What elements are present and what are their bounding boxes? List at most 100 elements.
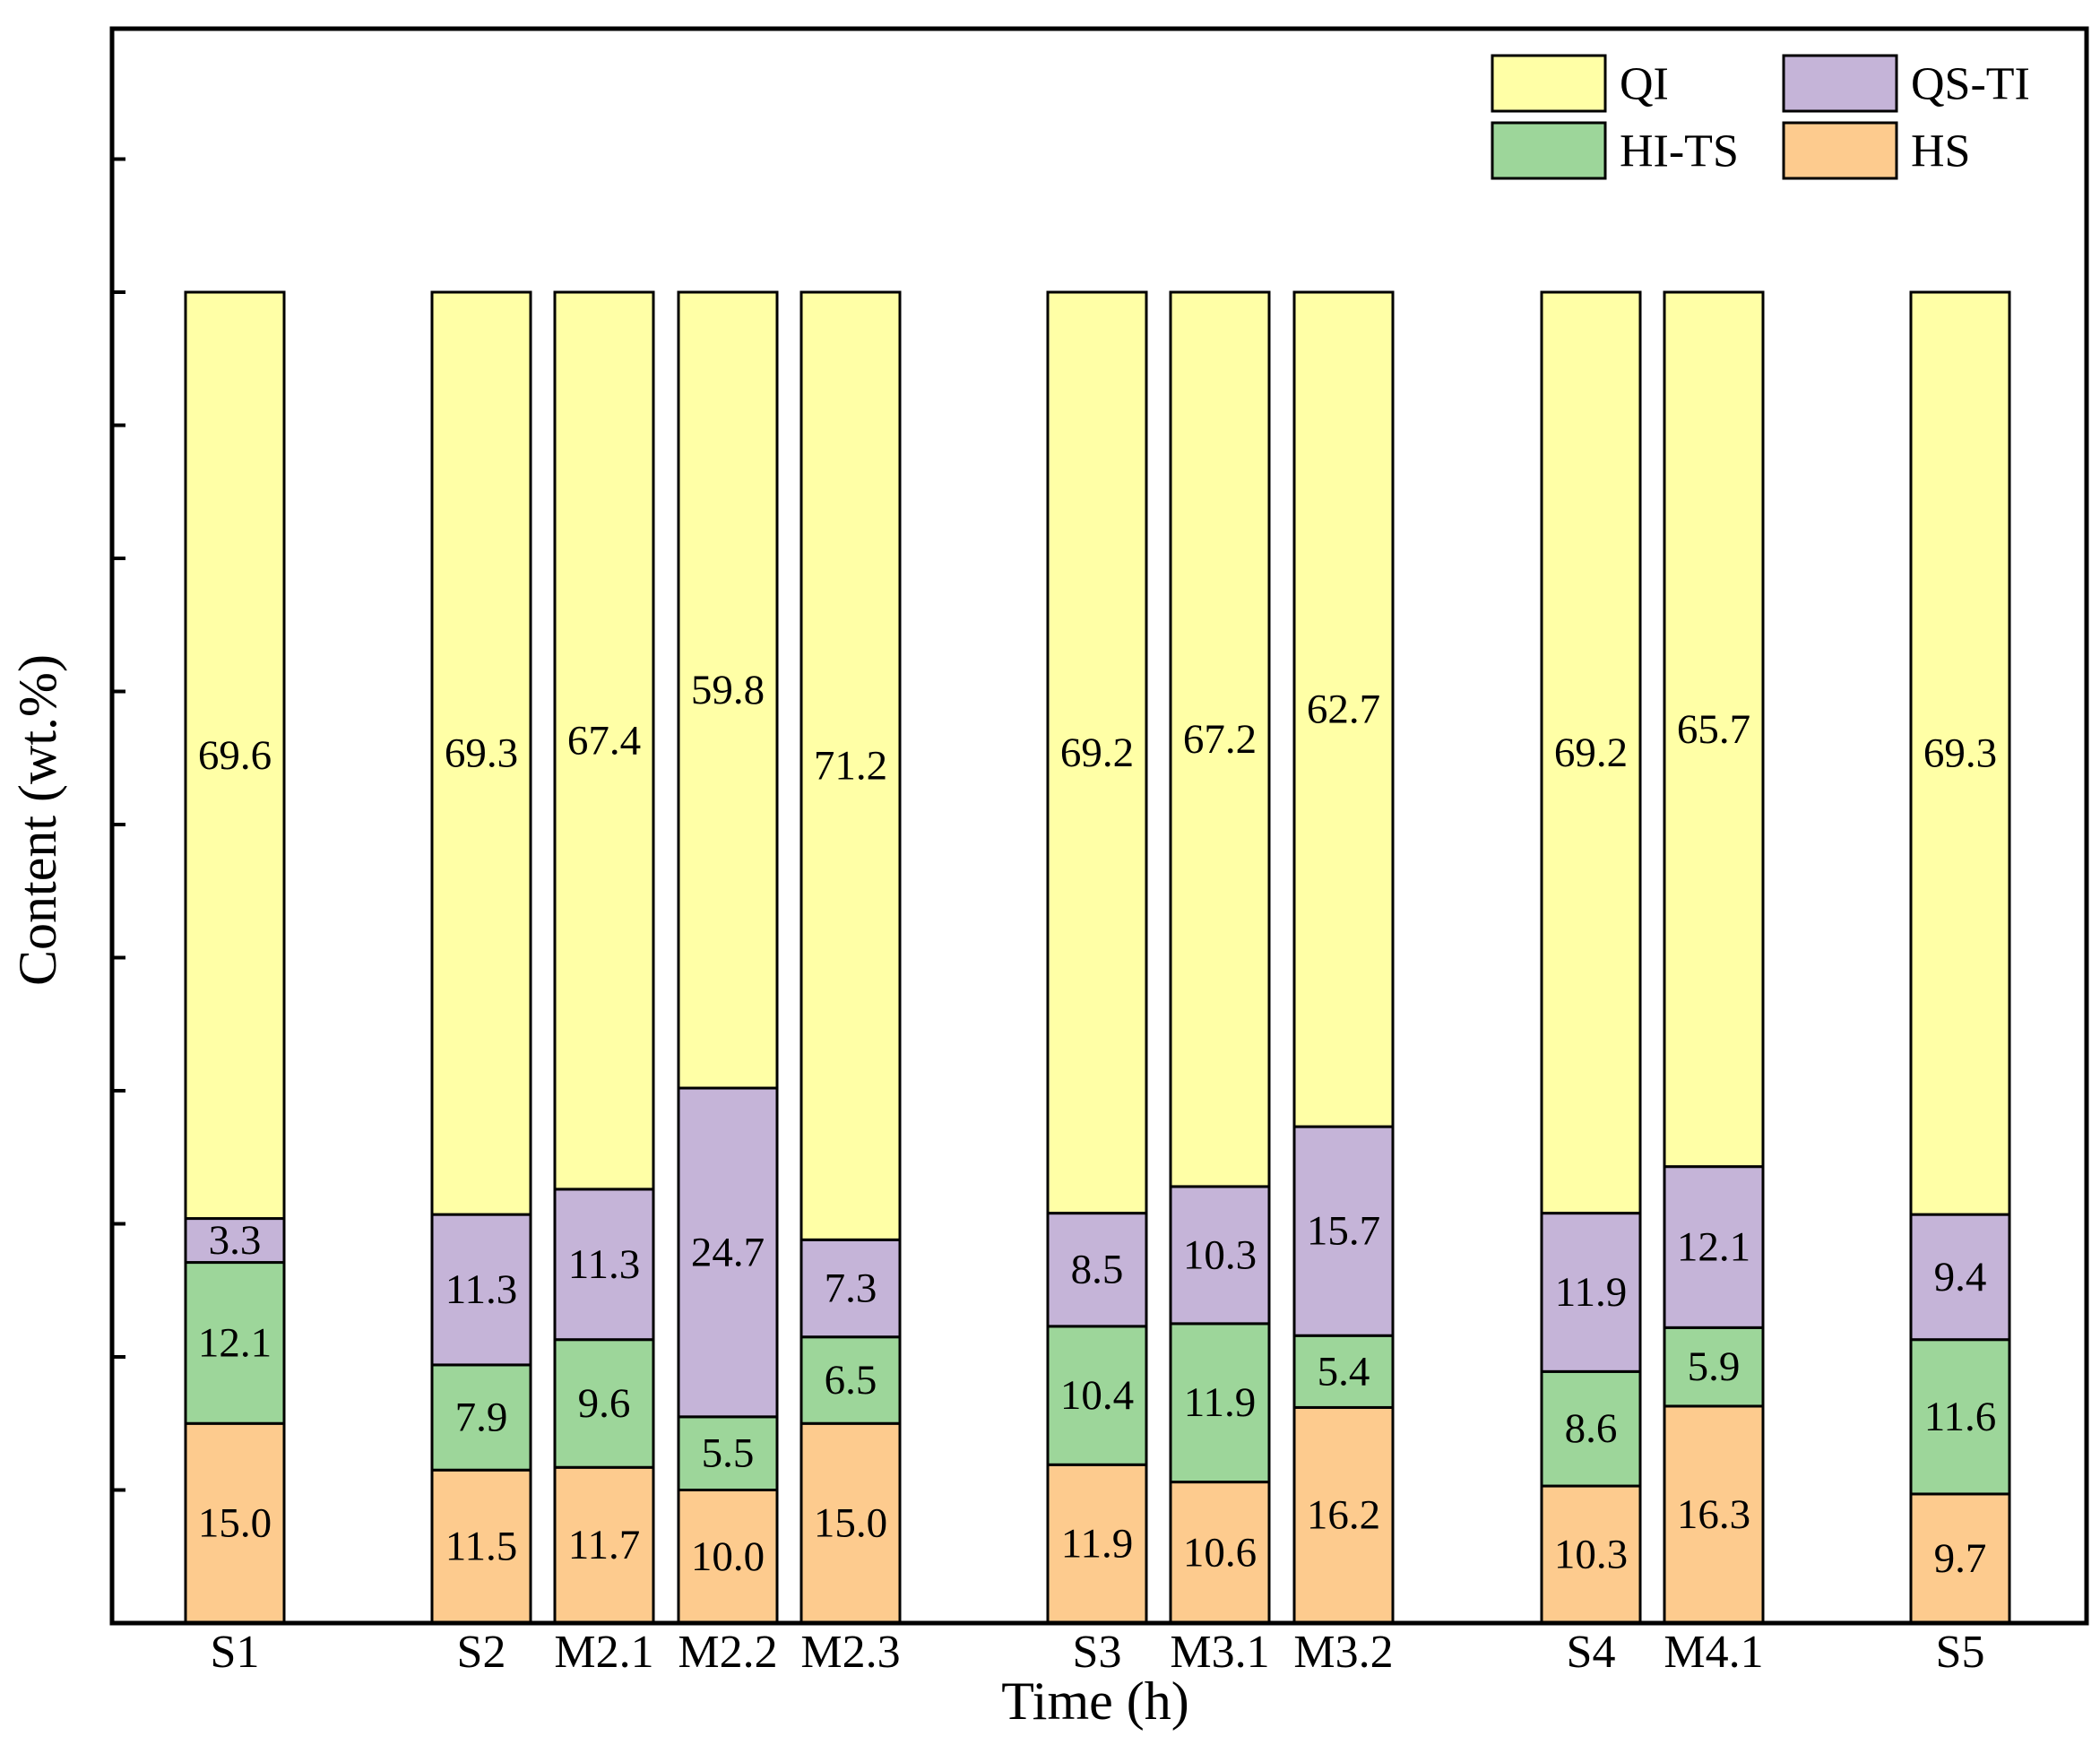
bar-m4-1-qi (1663, 290, 1765, 1169)
bar-s3-qs-ti (1046, 1212, 1148, 1328)
data-label-m2-2-qs-ti: 24.7 (691, 1229, 765, 1275)
data-label-s5-qs-ti: 9.4 (1934, 1254, 1987, 1300)
data-label-m3-2-qi: 62.7 (1307, 687, 1380, 733)
legend-swatch-hs (1782, 121, 1898, 180)
data-label-s1-hi-ts: 12.1 (198, 1319, 272, 1366)
x-tick-label-m4-1: M4.1 (1664, 1627, 1763, 1678)
data-label-m2-2-hi-ts: 5.5 (702, 1430, 755, 1477)
data-label-m4-1-qs-ti: 12.1 (1677, 1223, 1750, 1270)
x-tick-label-m3-1: M3.1 (1170, 1627, 1269, 1678)
bar-s1-hi-ts (184, 1261, 286, 1425)
x-axis-title: Time (h) (1001, 1671, 1188, 1731)
bar-s4-hi-ts (1540, 1369, 1642, 1488)
bar-m2-2-qi (677, 290, 779, 1090)
data-label-s5-hs: 9.7 (1934, 1535, 1987, 1582)
x-tick-label-m2-1: M2.1 (554, 1627, 653, 1678)
data-label-m2-2-hs: 10.0 (691, 1533, 765, 1580)
data-label-m4-1-qi: 65.7 (1677, 706, 1750, 753)
legend-swatch-hi-ts (1491, 121, 1607, 180)
x-tick-labels: S1 S2 M2.1 M2.2 M2.3 S3 M3.1 M3.2 S4 M4.1 S5 (211, 1627, 1985, 1678)
data-label-s1-qi: 69.6 (198, 732, 272, 779)
bar-m2-1-qs-ti (553, 1188, 655, 1342)
data-label-s2-hi-ts: 7.9 (455, 1395, 508, 1441)
data-label-s4-hi-ts: 8.6 (1565, 1405, 1618, 1452)
legend-label-hs: HS (1911, 126, 1970, 177)
legend-label-hi-ts: HI-TS (1620, 126, 1739, 177)
data-label-s4-qs-ti: 11.9 (1555, 1269, 1628, 1316)
bar-s3-hs (1046, 1463, 1148, 1625)
legend: QI QS-TI HI-TS HS (1491, 54, 2030, 180)
data-label-s4-hs: 10.3 (1554, 1532, 1628, 1578)
data-label-s2-qs-ti: 11.3 (445, 1266, 518, 1313)
legend-label-qs-ti: QS-TI (1911, 59, 2030, 110)
bar-m2-1-hi-ts (553, 1338, 655, 1469)
y-axis-title: Content (wt.%) (8, 654, 67, 986)
data-label-s5-qi: 69.3 (1923, 730, 1997, 777)
data-label-s2-qi: 69.3 (445, 730, 518, 777)
bar-s2-qi (430, 290, 532, 1216)
data-label-m3-2-hi-ts: 5.4 (1318, 1348, 1370, 1395)
data-label-s3-qs-ti: 8.5 (1071, 1247, 1124, 1293)
bar-m2-3-qi (799, 290, 902, 1241)
bar-s2-qs-ti (430, 1213, 532, 1367)
data-label-s3-qi: 69.2 (1060, 730, 1134, 776)
x-tick-label-s1: S1 (211, 1627, 260, 1678)
x-tick-label-m2-3: M2.3 (800, 1627, 900, 1678)
x-tick-label-m3-2: M3.2 (1293, 1627, 1393, 1678)
data-label-m2-3-hi-ts: 6.5 (825, 1357, 877, 1404)
plot-frame (109, 26, 2089, 1626)
bar-s3-qi (1046, 290, 1148, 1215)
bar-m3-2-qi (1292, 290, 1395, 1128)
data-label-m2-1-hs: 11.7 (568, 1522, 641, 1568)
data-label-s3-hi-ts: 10.4 (1060, 1372, 1134, 1419)
data-label-m2-1-qs-ti: 11.3 (568, 1241, 641, 1288)
bar-s4-qs-ti (1540, 1212, 1642, 1373)
data-label-m3-1-hi-ts: 11.9 (1184, 1379, 1257, 1426)
bar-s1-qi (184, 290, 286, 1221)
bar-m2-2-qs-ti (677, 1086, 779, 1419)
x-tick-label-s5: S5 (1936, 1627, 1985, 1678)
legend-swatch-qi (1491, 54, 1607, 113)
data-label-m3-1-qi: 67.2 (1183, 716, 1257, 763)
bar-s2-hi-ts (430, 1363, 532, 1472)
bar-m3-1-hi-ts (1169, 1322, 1271, 1484)
bar-m3-1-qi (1169, 290, 1271, 1188)
x-tick-label-s3: S3 (1073, 1627, 1122, 1678)
data-label-m2-2-qi: 59.8 (691, 667, 765, 713)
bar-m2-1-qi (553, 290, 655, 1191)
data-label-m2-3-hs: 15.0 (814, 1500, 887, 1547)
data-label-s4-qi: 69.2 (1554, 730, 1628, 776)
bar-m3-2-hs (1292, 1405, 1395, 1625)
data-label-s2-hs: 11.5 (445, 1524, 518, 1570)
data-label-m2-3-qi: 71.2 (814, 743, 887, 790)
bar-m4-1-hi-ts (1663, 1326, 1765, 1408)
data-label-m4-1-hi-ts: 5.9 (1688, 1343, 1741, 1390)
x-tick-label-s4: S4 (1567, 1627, 1616, 1678)
bar-s5-qi (1909, 290, 2011, 1216)
x-tick-label-m2-2: M2.2 (678, 1627, 777, 1678)
bar-s5-hi-ts (1909, 1338, 2011, 1496)
legend-swatch-qs-ti (1782, 54, 1898, 113)
data-label-m2-1-qi: 67.4 (567, 717, 641, 764)
data-label-s1-hs: 15.0 (198, 1500, 272, 1547)
data-label-m2-3-qs-ti: 7.3 (825, 1265, 877, 1312)
data-label-s1-qs-ti: 3.3 (209, 1217, 262, 1264)
bars-layer: 15.0 12.1 3.3 69.6 11.5 7.9 11.3 69.3 11.7 9.6 11.… (184, 290, 2011, 1625)
bar-m2-3-qs-ti (799, 1238, 902, 1339)
bar-m2-3-hs (799, 1421, 902, 1625)
data-label-m3-2-hs: 16.2 (1307, 1492, 1380, 1539)
data-label-m2-1-hi-ts: 9.6 (578, 1380, 631, 1427)
data-label-m3-1-qs-ti: 10.3 (1183, 1231, 1257, 1278)
data-label-m3-1-hs: 10.6 (1183, 1529, 1257, 1576)
bar-s4-qi (1540, 290, 1642, 1215)
x-tick-label-s2: S2 (457, 1627, 506, 1678)
bar-s1-hs (184, 1421, 286, 1625)
data-label-s5-hi-ts: 11.6 (1924, 1394, 1997, 1440)
legend-label-qi: QI (1620, 59, 1669, 110)
data-label-m3-2-qs-ti: 15.7 (1307, 1208, 1380, 1255)
data-label-m4-1-hs: 16.3 (1677, 1491, 1750, 1538)
bar-m3-1-qs-ti (1169, 1185, 1271, 1326)
bar-m2-3-hi-ts (799, 1335, 902, 1425)
data-label-s3-hs: 11.9 (1061, 1521, 1134, 1568)
